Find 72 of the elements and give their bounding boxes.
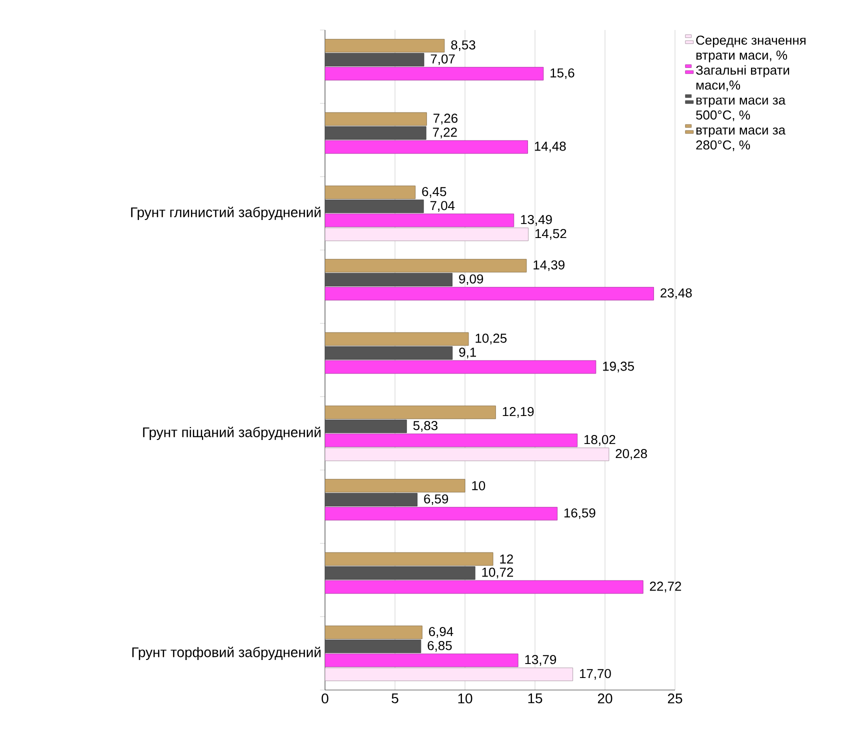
data-label: 13,79	[525, 654, 556, 666]
bar	[325, 654, 518, 668]
bar	[325, 126, 426, 140]
bar	[325, 200, 424, 214]
y-tick-label: Грунт торфовий забруднений	[132, 646, 321, 660]
bar	[325, 580, 644, 594]
bar	[325, 626, 422, 640]
data-label: 14,39	[534, 260, 564, 272]
y-tick-label: Грунт глинистий забруднений	[131, 206, 321, 220]
x-tick-label: 5	[392, 694, 398, 704]
bar	[325, 566, 476, 580]
x-tick-label: 15	[528, 694, 542, 704]
data-label: 7,04	[430, 200, 455, 212]
x-tick-label: 20	[598, 694, 612, 704]
data-label: 6,94	[429, 626, 454, 638]
data-label: 23,48	[660, 288, 692, 300]
data-label: 10,72	[482, 568, 514, 578]
bar	[325, 434, 578, 448]
bar	[325, 112, 427, 126]
data-label: 22,72	[650, 582, 682, 592]
bar	[325, 38, 445, 52]
data-label: 17,70	[580, 668, 611, 680]
data-label: 7,26	[434, 114, 458, 124]
bar	[325, 140, 528, 154]
data-label: 15,6	[550, 68, 574, 80]
data-label: 6,59	[424, 494, 448, 506]
bar	[325, 448, 610, 462]
bar	[325, 66, 544, 80]
bar	[325, 420, 407, 434]
data-label: 6,45	[422, 186, 446, 198]
bar	[325, 272, 452, 286]
x-tick-label: 0	[322, 694, 328, 704]
bar	[325, 640, 422, 654]
bar	[325, 668, 574, 682]
bar	[325, 406, 496, 420]
bar	[325, 332, 469, 346]
data-label: 5,83	[413, 420, 438, 432]
data-label: 7,22	[432, 128, 457, 138]
bar	[325, 186, 416, 200]
bar	[325, 552, 494, 566]
y-tick-label: Грунт піщаний забруднений	[143, 426, 321, 440]
bar	[325, 286, 654, 300]
bar	[325, 52, 424, 66]
bar	[325, 506, 558, 520]
bar	[325, 346, 453, 360]
data-label: 9,1	[459, 348, 476, 358]
bar	[325, 492, 418, 506]
data-label: 13,49	[521, 214, 552, 226]
data-label: 9,09	[459, 274, 484, 286]
x-tick-label: 25	[668, 694, 682, 704]
data-label: 19,35	[603, 362, 634, 372]
data-label: 6,85	[428, 640, 452, 652]
data-label: 12	[500, 554, 513, 564]
data-label: 18,02	[584, 434, 616, 446]
bar	[325, 258, 527, 272]
data-label: 10,25	[476, 334, 507, 344]
bar	[325, 214, 514, 228]
data-label: 8,53	[451, 40, 476, 52]
data-label: 14,48	[534, 142, 566, 152]
data-label: 7,07	[430, 54, 455, 66]
legend-label: втрати маси за 500°C, %	[696, 98, 786, 122]
legend-label: Середнє значення втрати маси, %	[696, 36, 806, 62]
x-tick-label: 10	[458, 694, 472, 704]
data-label: 16,59	[564, 508, 596, 520]
data-label: 10	[472, 481, 486, 490]
data-label: 20,28	[616, 448, 647, 460]
data-label: 14,52	[535, 228, 566, 240]
bar	[325, 478, 466, 492]
data-label: 12,19	[502, 406, 534, 418]
legend-label: втрати маси за 280°C, %	[696, 128, 786, 152]
bar	[325, 360, 596, 374]
bar	[325, 228, 528, 242]
